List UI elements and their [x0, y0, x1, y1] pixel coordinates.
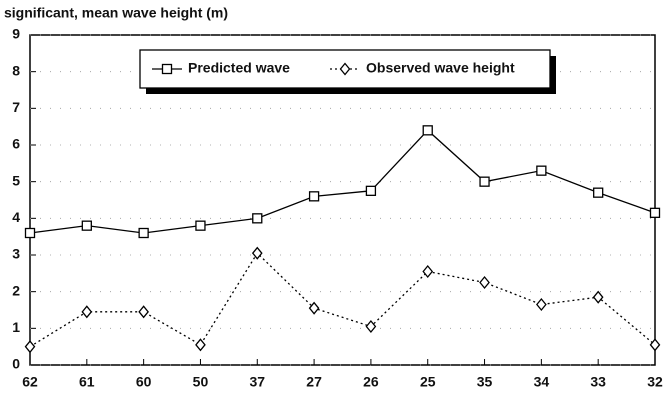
- marker: [161, 63, 173, 75]
- y-tick-label: 5: [12, 172, 20, 188]
- marker: [422, 264, 434, 279]
- marker: [592, 290, 604, 304]
- marker: [649, 338, 661, 352]
- marker: [308, 191, 320, 202]
- y-tick-label: 3: [12, 246, 20, 262]
- x-tick-label: 26: [363, 374, 379, 390]
- y-tick-label: 1: [12, 319, 20, 335]
- x-tick-label: 27: [306, 374, 322, 390]
- marker: [24, 340, 36, 354]
- legend-label: Predicted wave: [188, 60, 290, 76]
- marker: [536, 297, 547, 312]
- y-tick-label: 2: [12, 282, 20, 298]
- marker: [593, 187, 604, 198]
- y-tick-label: 0: [12, 356, 20, 372]
- x-tick-label: 60: [136, 374, 152, 390]
- x-tick-label: 33: [590, 374, 606, 390]
- y-tick-label: 9: [12, 26, 20, 42]
- x-tick-label: 25: [420, 374, 436, 390]
- x-tick-label: 62: [22, 374, 38, 390]
- marker: [251, 246, 263, 260]
- marker: [24, 227, 36, 239]
- x-tick-label: 61: [79, 374, 95, 390]
- y-tick-label: 8: [12, 62, 20, 78]
- series-line: [29, 129, 656, 234]
- plot-frame: [29, 34, 656, 366]
- marker: [81, 305, 93, 319]
- marker: [365, 319, 377, 334]
- marker: [422, 125, 433, 136]
- x-tick-label: 34: [534, 374, 550, 390]
- marker: [339, 62, 351, 76]
- x-tick-label: 37: [249, 374, 265, 390]
- series-line: [29, 252, 656, 348]
- y-tick-label: 7: [12, 99, 20, 115]
- y-tick-label: 4: [12, 209, 20, 225]
- legend-label: Observed wave height: [366, 60, 515, 76]
- chart-title: significant, mean wave height (m): [4, 5, 228, 21]
- marker: [138, 227, 149, 239]
- marker: [536, 165, 547, 176]
- marker: [479, 176, 490, 187]
- marker: [308, 301, 320, 315]
- marker: [252, 213, 263, 224]
- marker: [365, 185, 377, 196]
- marker: [138, 305, 149, 319]
- marker: [81, 220, 92, 231]
- marker: [195, 220, 206, 231]
- x-tick-label: 35: [477, 374, 493, 390]
- y-tick-label: 6: [12, 136, 20, 152]
- x-tick-label: 32: [647, 374, 663, 390]
- marker: [195, 338, 206, 352]
- x-tick-label: 50: [193, 374, 209, 390]
- marker: [479, 275, 490, 290]
- marker: [649, 207, 661, 218]
